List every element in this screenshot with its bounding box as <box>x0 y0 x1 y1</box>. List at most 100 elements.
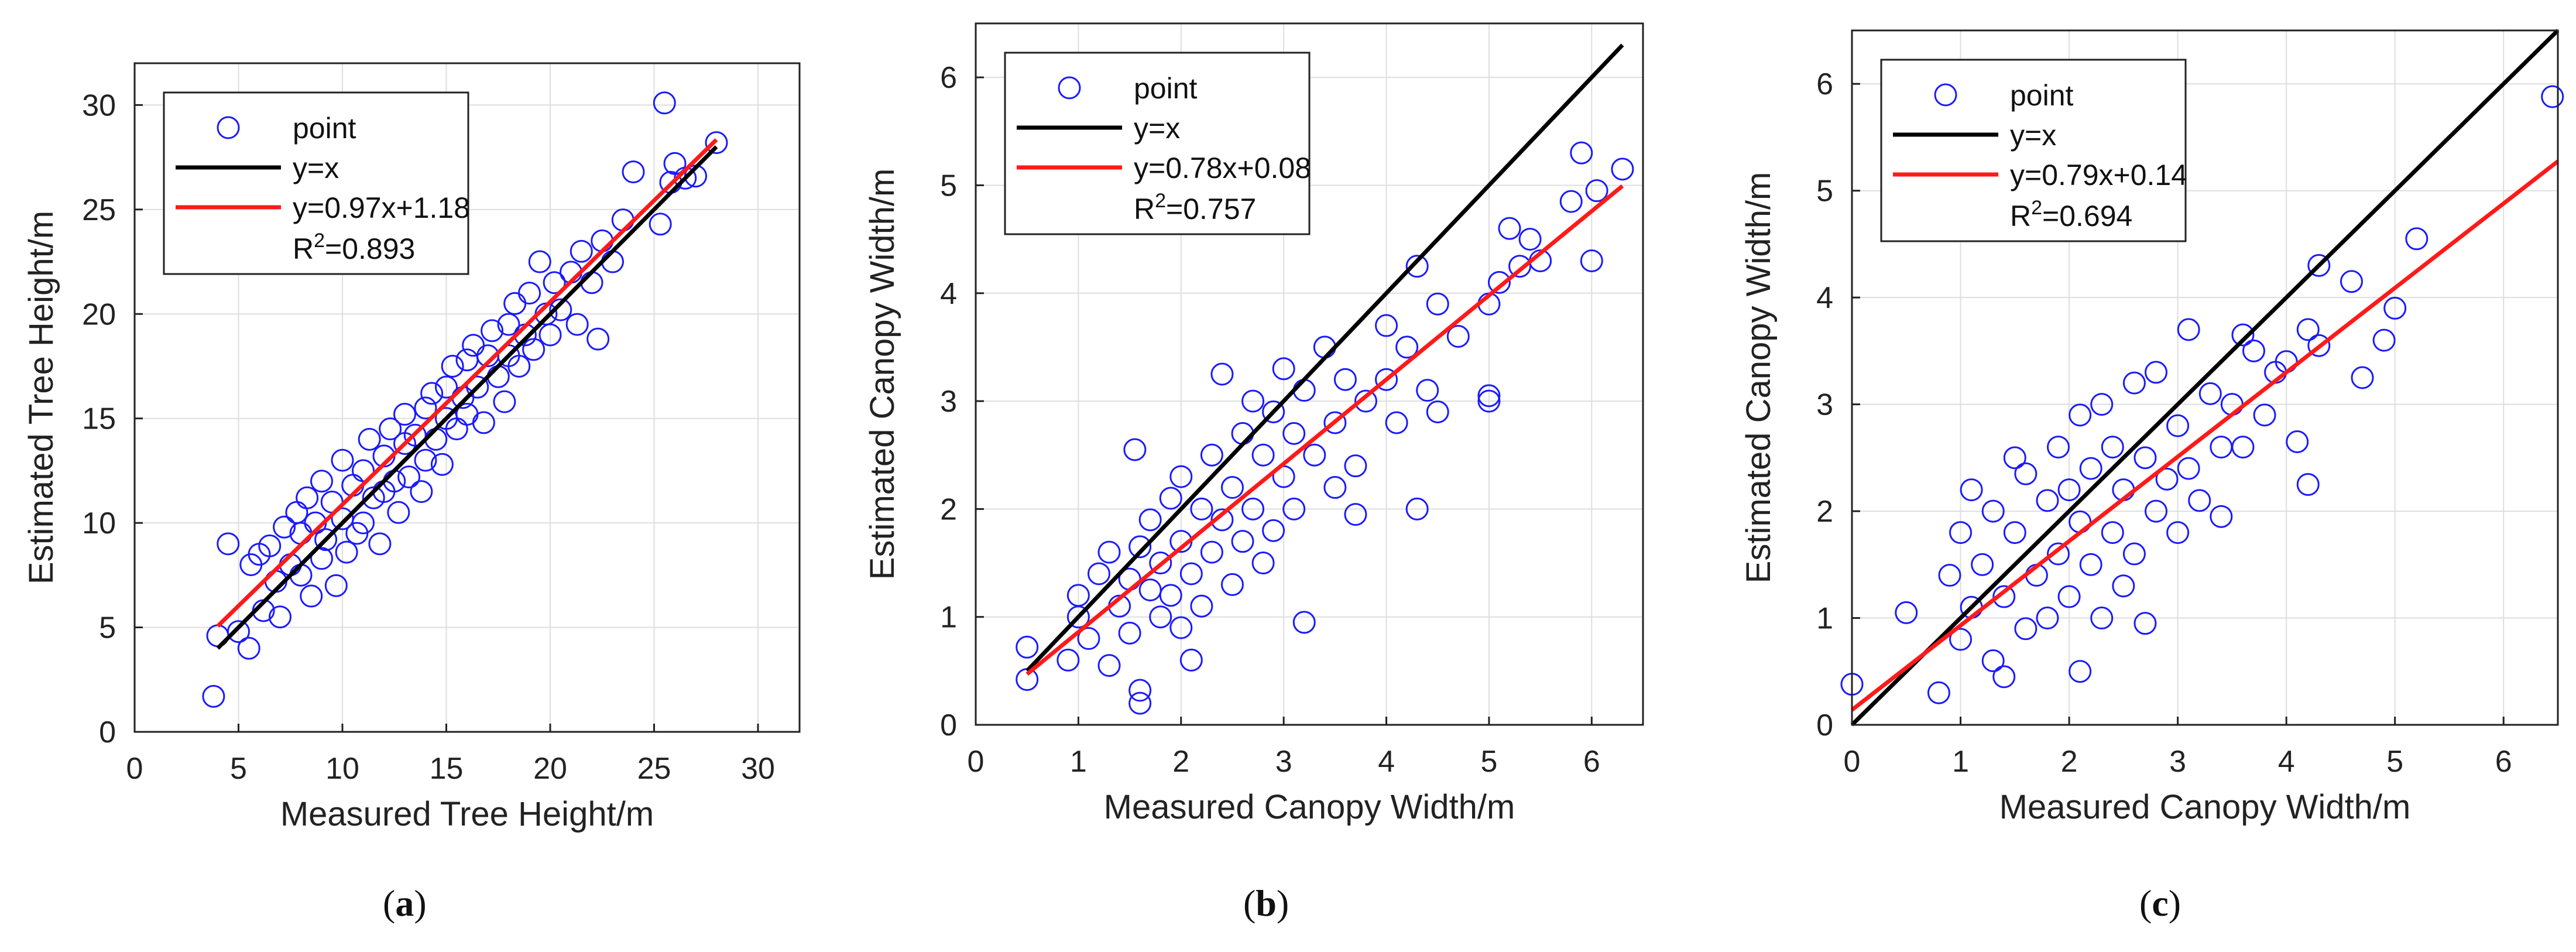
data-point <box>705 131 728 155</box>
x-tick-label: 0 <box>968 745 985 779</box>
data-point <box>493 390 516 413</box>
data-point <box>1210 508 1234 532</box>
data-point <box>1405 497 1429 520</box>
y-tick-label: 1 <box>940 601 957 635</box>
data-point <box>1179 648 1203 672</box>
data-point <box>2101 521 2124 545</box>
y-tick-label: 0 <box>99 715 116 749</box>
panel-label-a: (a) <box>383 882 427 924</box>
identity-line <box>216 145 718 650</box>
data-point <box>1446 324 1470 348</box>
data-point <box>1344 454 1367 478</box>
data-point <box>324 574 348 597</box>
data-point <box>331 448 354 472</box>
data-points <box>1016 141 1634 715</box>
data-point <box>2003 521 2026 545</box>
data-point <box>310 547 333 570</box>
data-point <box>1128 679 1152 702</box>
data-point <box>570 239 593 263</box>
data-point <box>2090 607 2114 630</box>
data-point <box>2166 521 2190 545</box>
data-point <box>1159 487 1182 510</box>
legend-fit-label: y=0.97x+1.18 <box>293 191 470 224</box>
data-point <box>410 480 433 504</box>
data-point <box>237 636 260 660</box>
fit-line <box>1025 184 1624 676</box>
data-point <box>393 403 416 426</box>
data-point <box>2541 85 2564 108</box>
data-point <box>1354 389 1377 413</box>
data-point <box>1231 530 1254 553</box>
legend: point y=x y=0.78x+0.08 R2=0.757 <box>1004 52 1311 235</box>
x-tick-label: 25 <box>637 752 671 786</box>
data-point <box>1559 190 1583 213</box>
y-tick-label: 25 <box>82 193 116 227</box>
x-axis-label: Measured Canopy Width/m <box>1104 788 1515 826</box>
data-point <box>273 515 296 539</box>
legend: point y=x y=0.97x+1.18 R2=0.893 <box>163 91 470 275</box>
legend-identity-label: y=x <box>1134 112 1180 145</box>
x-tick-label: 3 <box>2169 745 2186 779</box>
data-point <box>522 338 546 361</box>
y-tick-label: 15 <box>82 402 116 436</box>
y-axis-label: Estimated Canopy Width/m <box>863 169 901 580</box>
data-point <box>1992 665 2016 689</box>
data-point <box>1323 476 1347 499</box>
y-tick-label: 6 <box>1816 67 1833 101</box>
x-tick-label: 6 <box>1583 745 1600 779</box>
legend-box <box>1004 52 1311 235</box>
data-point <box>1949 521 1973 545</box>
data-point <box>2014 617 2038 641</box>
data-point <box>1190 497 1213 520</box>
data-point <box>1220 573 1244 596</box>
data-point <box>1097 654 1121 677</box>
legend-r2-label: R2=0.757 <box>1134 190 1256 225</box>
data-point <box>2069 660 2092 683</box>
data-point <box>1938 564 1961 587</box>
data-point <box>397 465 421 489</box>
data-point <box>1981 499 2005 523</box>
data-point <box>528 250 551 273</box>
data-point <box>1477 389 1501 413</box>
data-point <box>1416 379 1439 402</box>
legend-point-marker <box>1934 83 1957 107</box>
r2-symbol: R <box>2010 200 2031 232</box>
x-tick-label: 20 <box>533 752 567 786</box>
x-tick-label: 2 <box>1172 745 1189 779</box>
data-point <box>2047 436 2070 459</box>
y-tick-label: 4 <box>940 277 957 311</box>
y-tick-label: 4 <box>1816 281 1833 315</box>
data-point <box>1169 616 1193 639</box>
data-point <box>1123 438 1147 461</box>
data-point <box>1477 384 1501 407</box>
x-tick-label: 5 <box>230 752 247 786</box>
x-tick-label: 5 <box>1480 745 1497 779</box>
axes-frame <box>975 22 1644 726</box>
x-tick-label: 15 <box>430 752 464 786</box>
data-point <box>1323 411 1347 434</box>
data-point <box>2069 403 2092 427</box>
data-point <box>1149 605 1172 629</box>
data-point <box>2079 457 2102 480</box>
scatter-panel-b: 0 1 2 3 4 5 6 0 1 2 3 4 5 6 Measured Canopy Width/m Est… <box>863 22 1644 826</box>
data-point <box>420 382 444 405</box>
x-axis-label: Measured Canopy Width/m <box>1999 788 2411 826</box>
data-point <box>258 534 282 557</box>
fit-line <box>1850 159 2560 712</box>
y-tick-label: 3 <box>940 385 957 419</box>
data-point <box>1251 552 1275 575</box>
data-point <box>1395 335 1419 359</box>
data-point <box>1179 562 1203 585</box>
data-point <box>300 584 323 608</box>
data-point <box>1518 228 1542 251</box>
legend-point-label: point <box>293 112 356 145</box>
identity-line <box>1850 29 2560 727</box>
data-point <box>1992 585 2016 608</box>
data-point <box>2188 489 2211 512</box>
x-tick-label: 30 <box>741 752 775 786</box>
x-tick-label: 0 <box>1844 745 1861 779</box>
x-tick-label: 3 <box>1275 745 1292 779</box>
y-tick-label: 5 <box>99 611 116 645</box>
axes-frame <box>133 62 801 733</box>
data-point <box>1138 508 1162 532</box>
